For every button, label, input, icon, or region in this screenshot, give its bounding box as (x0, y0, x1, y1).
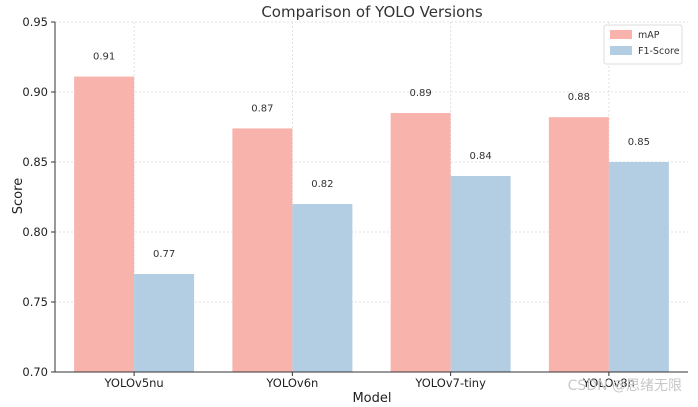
bar-value-label: 0.85 (628, 137, 650, 148)
y-tick-label: 0.85 (22, 155, 48, 169)
bar-value-labels: 0.91 0.77 0.87 0.82 0.89 0.84 0.88 0.85 (93, 52, 650, 260)
x-axis-label: Model (352, 391, 391, 406)
bar-value-label: 0.87 (251, 103, 273, 114)
y-tick-label: 0.95 (22, 15, 48, 29)
bars-group (74, 76, 669, 372)
legend-label-map: mAP (638, 30, 660, 41)
bar-value-label: 0.88 (568, 92, 590, 103)
bar-value-label: 0.89 (409, 88, 431, 99)
x-tick-label: YOLOv8n (582, 376, 635, 390)
legend-swatch-f1 (610, 46, 632, 55)
chart-title: Comparison of YOLO Versions (261, 3, 483, 21)
y-axis-label: Score (11, 178, 26, 214)
bar-map-1 (232, 128, 293, 372)
bar-value-label: 0.91 (93, 52, 115, 63)
legend-label-f1: F1-Score (638, 46, 680, 57)
x-tick-label: YOLOv7-tiny (414, 376, 486, 390)
bar-map-0 (74, 76, 135, 372)
watermark: CSDN @思绪无限 (567, 378, 682, 394)
legend-swatch-map (610, 30, 632, 39)
bar-f1-score-2 (450, 176, 511, 372)
bar-f1-score-0 (134, 274, 195, 372)
bar-value-label: 0.77 (153, 249, 175, 260)
x-tick-label: YOLOv5nu (104, 376, 164, 390)
axes: 0.70 0.75 0.80 0.85 0.90 0.95 YOLOv5nu YOLOv6n Y… (22, 15, 688, 390)
bar-value-label: 0.82 (311, 179, 333, 190)
bar-f1-score-1 (292, 204, 353, 372)
y-tick-label: 0.75 (22, 295, 48, 309)
y-tick-label: 0.80 (22, 225, 48, 239)
legend: mAP F1-Score (603, 24, 683, 65)
y-tick-label: 0.70 (22, 365, 48, 379)
bar-value-label: 0.84 (469, 151, 491, 162)
x-tick-label: YOLOv6n (265, 376, 318, 390)
bar-map-2 (390, 113, 451, 372)
y-tick-label: 0.90 (22, 85, 48, 99)
bar-map-3 (548, 117, 609, 372)
bar-f1-score-3 (608, 162, 669, 372)
